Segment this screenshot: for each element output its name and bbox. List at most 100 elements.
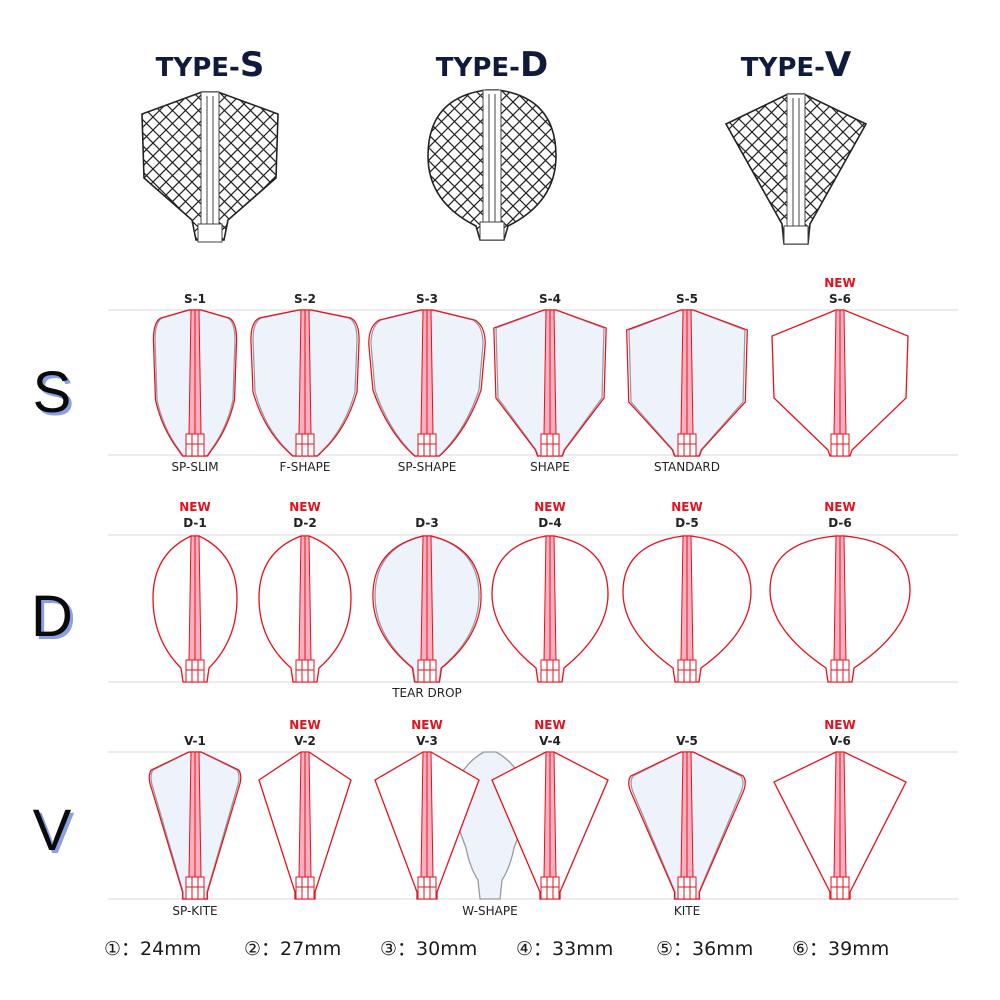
row-letter-shadow: V: [36, 801, 75, 866]
flight-s-4: S-4 SHAPE: [493, 292, 607, 474]
size-legend-item: ④：33mm: [516, 938, 613, 960]
flight-d-4: NEW D-4: [491, 500, 609, 683]
size-legend-item: ③：30mm: [380, 938, 477, 960]
size-value: ：30mm: [397, 938, 477, 960]
flight-name: W-SHAPE: [462, 904, 517, 918]
flight-drawing: [368, 309, 486, 457]
flight-name: TEAR DROP: [391, 686, 462, 700]
shaft-base: [540, 659, 560, 683]
flight-outline-red: [148, 751, 242, 900]
flight-d-5: NEW D-5: [622, 500, 752, 683]
flight-drawing: [372, 535, 482, 683]
flight-code: D-5: [675, 516, 699, 530]
flight-code: V-5: [676, 734, 698, 748]
flight-code: V-3: [416, 734, 438, 748]
size-legend: ①：24mm ②：27mm ③：30mm ④：33mm ⑤：36mm ⑥：39mm: [104, 938, 889, 960]
flight-drawing: [622, 535, 752, 683]
flight-name: SP-SLIM: [171, 460, 218, 474]
flight-drawing: [491, 535, 609, 683]
row-letter: S: [33, 360, 72, 425]
type-d-illustration: [427, 89, 557, 241]
size-marker: ③: [380, 938, 397, 960]
type-title: TYPE-S: [156, 45, 265, 85]
size-legend-item: ②：27mm: [244, 938, 341, 960]
shaft-base: [830, 433, 850, 457]
size-value: ：33mm: [533, 938, 613, 960]
size-value: ：39mm: [809, 938, 889, 960]
type-s-illustration: [141, 91, 279, 243]
flight-code: V-6: [829, 734, 851, 748]
shaft-base: [830, 876, 850, 900]
shaft-base: [417, 433, 437, 457]
flight-outline-red: [250, 309, 360, 457]
type-header-v: TYPE-V: [724, 45, 868, 245]
shaft-base: [830, 659, 850, 683]
flight-drawing: [374, 751, 480, 900]
flight-v-3: NEW V-3: [374, 718, 480, 900]
size-value: ：27mm: [261, 938, 341, 960]
flight-code: D-3: [415, 516, 439, 530]
shaft: [786, 93, 806, 245]
size-marker: ②: [244, 938, 261, 960]
flight-outline-red: [372, 535, 482, 683]
flight-drawing: [773, 751, 907, 900]
shaft: [200, 91, 220, 243]
flight-code: S-2: [294, 292, 316, 306]
flight-s-6: NEW S-6: [771, 276, 909, 457]
row-letter-shadow: S: [36, 363, 75, 428]
flight-outline-red: [152, 309, 238, 457]
flight-code: S-5: [676, 292, 698, 306]
type-letter: S: [240, 45, 265, 85]
shaft-base: [540, 433, 560, 457]
new-badge: NEW: [411, 718, 442, 732]
flight-v-6: NEW V-6: [773, 718, 907, 900]
shaft-base: [295, 433, 315, 457]
type-header-d: TYPE-D: [427, 45, 557, 241]
flight-code: S-4: [539, 292, 561, 306]
flight-drawing: [491, 751, 609, 900]
lattice-pattern: [428, 90, 556, 240]
size-marker: ④: [516, 938, 533, 960]
flight-drawing: [771, 309, 909, 457]
type-v-illustration: [724, 93, 868, 245]
row-letter: V: [33, 798, 72, 863]
type-prefix: TYPE-: [741, 53, 825, 83]
flight-drawing: [258, 751, 352, 900]
flight-name: STANDARD: [654, 460, 720, 474]
new-badge: NEW: [179, 500, 210, 514]
row-s: SSS-1SP-SLIMS-2F-SHAPES-3SP-SHAPES-4SHAP…: [33, 276, 958, 474]
new-badge: NEW: [824, 276, 855, 290]
shaft-base: [417, 876, 437, 900]
flight-name: SP-SHAPE: [398, 460, 457, 474]
flight-drawing: [626, 309, 748, 457]
new-badge: NEW: [534, 718, 565, 732]
flight-drawing: [769, 535, 911, 683]
flight-code: S-6: [829, 292, 851, 306]
flight-drawing: [493, 309, 607, 457]
size-value: ：36mm: [673, 938, 753, 960]
flight-v-2: NEW V-2: [258, 718, 352, 900]
type-letter: V: [825, 45, 852, 85]
type-title: TYPE-D: [436, 45, 548, 85]
size-value: ：24mm: [121, 938, 201, 960]
flight-drawing: [250, 309, 360, 457]
flight-name: SHAPE: [530, 460, 570, 474]
shaft-base: [185, 876, 205, 900]
flight-drawing: [148, 751, 242, 900]
flight-drawing: [152, 309, 238, 457]
type-title: TYPE-V: [741, 45, 852, 85]
new-badge: NEW: [671, 500, 702, 514]
flight-code: V-2: [294, 734, 316, 748]
new-badge: NEW: [824, 718, 855, 732]
new-badge: NEW: [289, 718, 320, 732]
size-legend-item: ①：24mm: [104, 938, 201, 960]
flight-name: F-SHAPE: [280, 460, 331, 474]
new-badge: NEW: [534, 500, 565, 514]
size-legend-item: ⑤：36mm: [656, 938, 753, 960]
size-marker: ⑤: [656, 938, 673, 960]
flight-v-4: NEW V-4: [491, 718, 609, 900]
new-badge: NEW: [289, 500, 320, 514]
